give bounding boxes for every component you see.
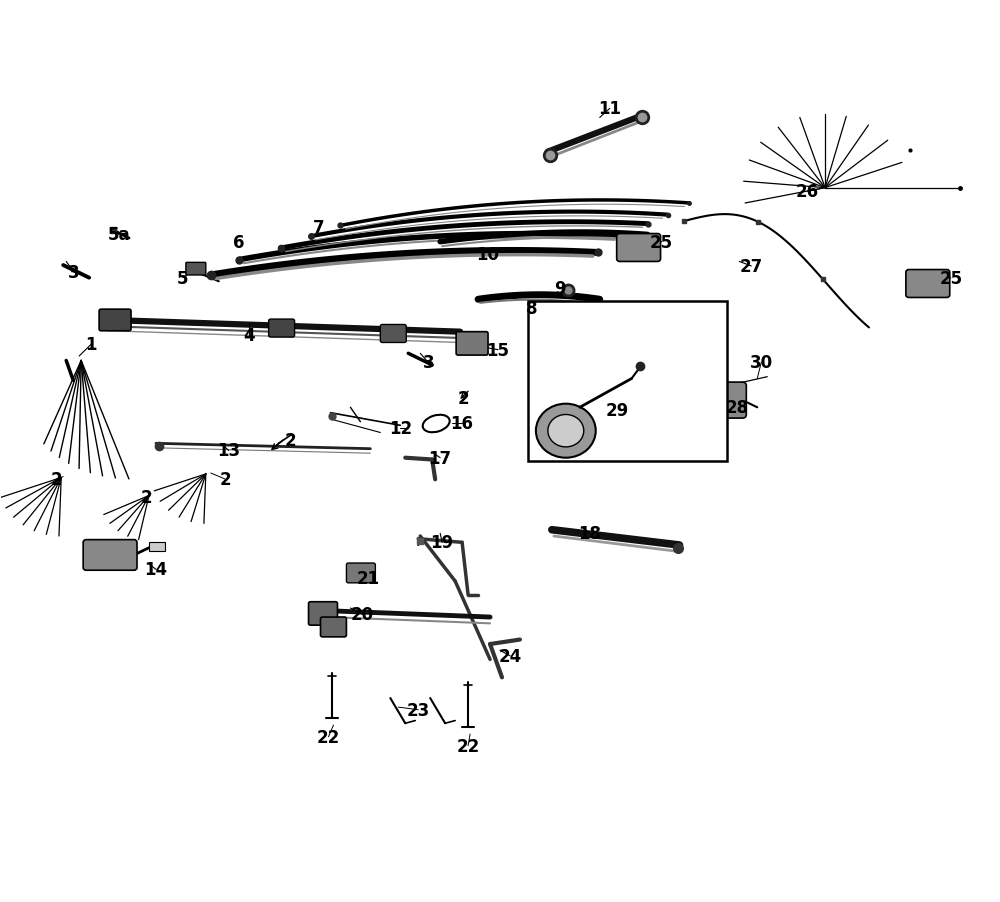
FancyBboxPatch shape xyxy=(456,332,488,355)
Text: 5a: 5a xyxy=(108,226,130,244)
Text: 2: 2 xyxy=(140,489,152,507)
Text: 3: 3 xyxy=(422,354,434,372)
FancyBboxPatch shape xyxy=(99,309,131,331)
Text: 24: 24 xyxy=(498,647,522,665)
Text: 17: 17 xyxy=(429,449,452,467)
Bar xyxy=(528,302,727,462)
FancyBboxPatch shape xyxy=(186,263,206,276)
Text: 22: 22 xyxy=(456,737,480,755)
Text: 3: 3 xyxy=(68,264,80,282)
Text: 23: 23 xyxy=(407,701,430,719)
Text: 4: 4 xyxy=(243,327,255,345)
Circle shape xyxy=(548,415,584,447)
Text: 1: 1 xyxy=(85,336,97,354)
FancyBboxPatch shape xyxy=(617,235,661,262)
Text: 22: 22 xyxy=(317,728,340,746)
Text: 7: 7 xyxy=(313,219,324,237)
Bar xyxy=(149,543,165,552)
Text: 2: 2 xyxy=(50,471,62,489)
Text: 11: 11 xyxy=(598,100,621,118)
FancyBboxPatch shape xyxy=(690,382,746,419)
Text: 25: 25 xyxy=(939,270,962,288)
Text: 2: 2 xyxy=(285,431,296,449)
Text: 14: 14 xyxy=(144,561,168,579)
Text: 19: 19 xyxy=(431,534,454,552)
Text: 27: 27 xyxy=(740,258,763,276)
Text: 8: 8 xyxy=(526,300,538,318)
FancyBboxPatch shape xyxy=(83,540,137,571)
Text: 2: 2 xyxy=(457,390,469,408)
Circle shape xyxy=(536,404,596,458)
FancyBboxPatch shape xyxy=(906,271,950,299)
Text: 20: 20 xyxy=(351,605,374,623)
Text: 10: 10 xyxy=(477,246,500,264)
FancyBboxPatch shape xyxy=(346,564,375,584)
Text: 9: 9 xyxy=(554,281,566,299)
Text: 30: 30 xyxy=(750,354,773,372)
Text: 15: 15 xyxy=(487,341,510,359)
FancyBboxPatch shape xyxy=(320,617,346,637)
Text: 28: 28 xyxy=(726,399,749,417)
Text: 6: 6 xyxy=(233,234,244,252)
Text: 5: 5 xyxy=(177,270,189,288)
Text: 12: 12 xyxy=(389,419,412,437)
Text: 21: 21 xyxy=(357,570,380,588)
Text: 26: 26 xyxy=(796,183,819,201)
Text: 2: 2 xyxy=(220,471,232,489)
Text: 18: 18 xyxy=(578,525,601,543)
Text: 29: 29 xyxy=(606,401,629,419)
FancyBboxPatch shape xyxy=(269,319,295,337)
Text: 13: 13 xyxy=(217,442,240,460)
FancyBboxPatch shape xyxy=(380,325,406,343)
Text: 16: 16 xyxy=(451,415,474,433)
FancyBboxPatch shape xyxy=(309,602,337,625)
Text: 25: 25 xyxy=(650,234,673,252)
